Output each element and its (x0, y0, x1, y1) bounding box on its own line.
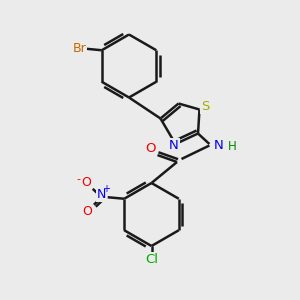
Text: -: - (76, 174, 81, 184)
Text: Br: Br (72, 42, 86, 55)
Text: H: H (228, 140, 237, 154)
Text: S: S (201, 100, 210, 113)
Text: +: + (103, 184, 110, 194)
Text: O: O (145, 142, 155, 155)
Text: Cl: Cl (145, 253, 158, 266)
Text: N: N (97, 188, 106, 201)
Text: N: N (169, 139, 179, 152)
Text: O: O (81, 176, 91, 189)
Text: O: O (82, 205, 92, 218)
Text: N: N (214, 139, 224, 152)
